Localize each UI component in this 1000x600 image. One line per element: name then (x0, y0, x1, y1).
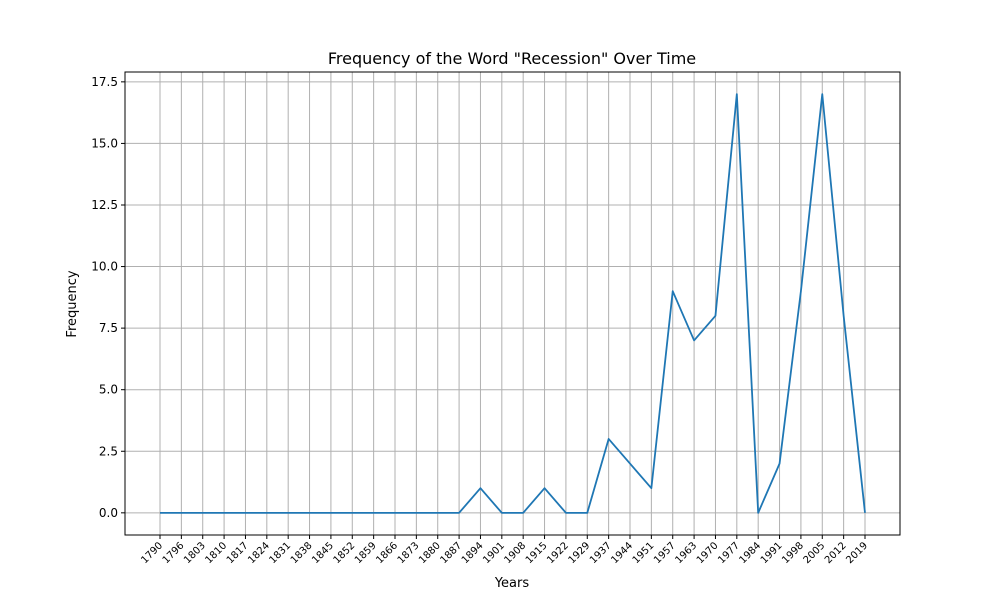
x-tick-label: 1803 (182, 540, 208, 566)
x-tick-label: 1991 (759, 540, 785, 566)
x-tick-label: 1838 (289, 540, 315, 566)
x-tick-label: 1845 (310, 540, 336, 566)
y-tick-label: 7.5 (99, 321, 118, 335)
x-tick-label: 1944 (609, 540, 635, 566)
x-tick-label: 1901 (481, 540, 507, 566)
chart-title: Frequency of the Word "Recession" Over T… (328, 49, 696, 68)
x-axis-ticks: 1790179618031810181718241831183818451852… (139, 535, 870, 566)
x-tick-label: 1810 (203, 540, 229, 566)
x-tick-label: 1998 (780, 540, 806, 566)
y-tick-label: 10.0 (91, 260, 118, 274)
grid-layer (125, 72, 900, 535)
x-axis-label: Years (494, 576, 530, 591)
y-tick-label: 12.5 (91, 198, 118, 212)
x-tick-label: 1859 (353, 540, 379, 566)
x-tick-label: 1937 (588, 540, 614, 566)
y-tick-label: 2.5 (99, 444, 118, 458)
x-tick-label: 2005 (802, 540, 828, 566)
series-layer (160, 93, 866, 514)
plot-frame (124, 71, 901, 536)
x-tick-label: 1970 (695, 540, 721, 566)
x-tick-label: 2012 (823, 540, 849, 566)
x-tick-label: 2019 (844, 540, 870, 566)
x-tick-label: 1951 (631, 540, 657, 566)
x-tick-label: 1824 (246, 540, 272, 566)
x-tick-label: 1831 (268, 540, 294, 566)
y-axis-ticks: 0.0 2.5 5.0 7.5 10.0 12.5 15.0 17.5 (91, 75, 125, 520)
x-tick-label: 1880 (417, 540, 443, 566)
x-tick-label: 1957 (652, 540, 678, 566)
x-tick-label: 1866 (374, 540, 400, 566)
x-tick-label: 1922 (545, 540, 571, 566)
x-tick-label: 1908 (503, 540, 529, 566)
x-tick-label: 1873 (396, 540, 422, 566)
x-tick-label: 1977 (716, 540, 742, 566)
x-tick-label: 1929 (567, 540, 593, 566)
x-tick-label: 1984 (738, 540, 764, 566)
y-axis-label: Frequency (65, 270, 80, 337)
x-tick-label: 1852 (332, 540, 358, 566)
x-tick-label: 1887 (438, 540, 464, 566)
y-tick-label: 5.0 (99, 383, 118, 397)
x-tick-label: 1915 (524, 540, 550, 566)
y-tick-label: 0.0 (99, 506, 118, 520)
x-tick-label: 1894 (460, 540, 486, 566)
x-tick-label: 1790 (139, 540, 165, 566)
x-tick-label: 1817 (225, 540, 251, 566)
y-tick-label: 15.0 (91, 136, 118, 150)
y-tick-label: 17.5 (91, 75, 118, 89)
x-tick-label: 1963 (673, 540, 699, 566)
x-tick-label: 1796 (161, 540, 187, 566)
series-line (160, 93, 866, 514)
